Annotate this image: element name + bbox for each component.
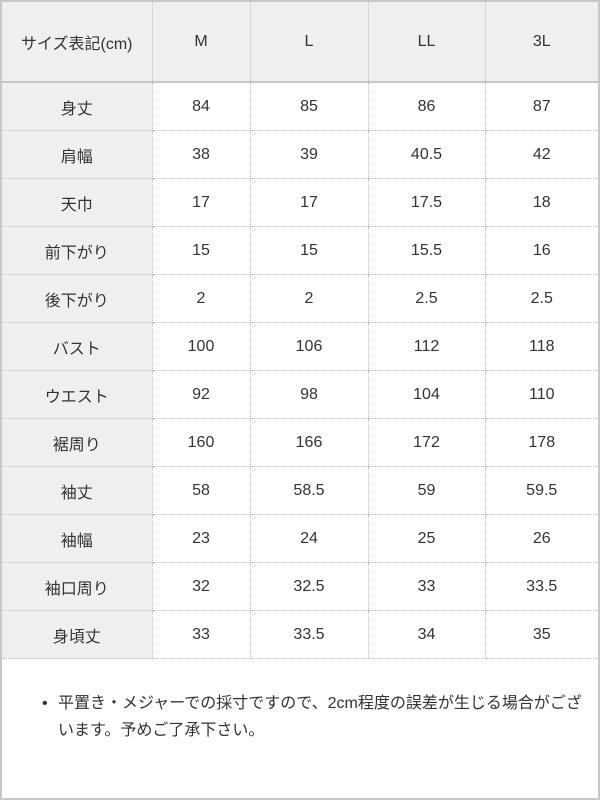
table-cell: 2 [249, 274, 369, 323]
header-size-3l: 3L [484, 2, 598, 83]
table-cell: 15.5 [367, 226, 486, 275]
table-cell: 16 [484, 226, 598, 275]
table-row: 身丈 84 85 86 87 [2, 81, 598, 131]
table-cell: 84 [151, 81, 251, 131]
table-cell: 17 [249, 178, 369, 227]
row-label: 袖幅 [2, 514, 153, 563]
header-size-l: L [249, 2, 369, 83]
row-label: 天巾 [2, 178, 153, 227]
table-cell: 58.5 [249, 466, 369, 515]
table-row: ウエスト 92 98 104 110 [2, 370, 598, 419]
row-label: 後下がり [2, 274, 153, 323]
bullet: • [42, 695, 48, 712]
table-cell: 118 [484, 322, 598, 371]
table-cell: 110 [484, 370, 598, 419]
row-label: ウエスト [2, 370, 153, 419]
table-cell: 34 [367, 610, 486, 659]
row-label: 身丈 [2, 81, 153, 131]
table-cell: 25 [367, 514, 486, 563]
table-cell: 23 [151, 514, 251, 563]
table-cell: 86 [367, 81, 486, 131]
table-cell: 35 [484, 610, 598, 659]
table-cell: 112 [367, 322, 486, 371]
table-cell: 104 [367, 370, 486, 419]
measurement-note: • 平置き・メジャーでの採寸ですので、2cm程度の誤差が生じる場合がございます。… [42, 690, 582, 744]
table-cell: 92 [151, 370, 251, 419]
table-cell: 33.5 [484, 562, 598, 611]
note-text: 平置き・メジャーでの採寸ですので、2cm程度の誤差が生じる場合がございます。予め… [58, 695, 582, 739]
row-label: 袖丈 [2, 466, 153, 515]
table-cell: 58 [151, 466, 251, 515]
table-row: 前下がり 15 15 15.5 16 [2, 226, 598, 275]
table-cell: 106 [249, 322, 369, 371]
row-label: バスト [2, 322, 153, 371]
table-cell: 166 [249, 418, 369, 467]
table-cell: 160 [151, 418, 251, 467]
table-cell: 26 [484, 514, 598, 563]
table-cell: 15 [151, 226, 251, 275]
row-label: 肩幅 [2, 130, 153, 179]
header-size-m: M [151, 2, 251, 83]
row-label: 身頃丈 [2, 610, 153, 659]
table-row: 裾周り 160 166 172 178 [2, 418, 598, 467]
table-cell: 87 [484, 81, 598, 131]
table-cell: 98 [249, 370, 369, 419]
table-cell: 33 [151, 610, 251, 659]
table-row: 袖口周り 32 32.5 33 33.5 [2, 562, 598, 611]
table-cell: 42 [484, 130, 598, 179]
table-cell: 32.5 [249, 562, 369, 611]
table-row: バスト 100 106 112 118 [2, 322, 598, 371]
table-cell: 15 [249, 226, 369, 275]
table-row: 袖幅 23 24 25 26 [2, 514, 598, 563]
header-size-label: サイズ表記(cm) [2, 2, 153, 83]
table-cell: 85 [249, 81, 369, 131]
table-cell: 17.5 [367, 178, 486, 227]
table-cell: 39 [249, 130, 369, 179]
table-row: 天巾 17 17 17.5 18 [2, 178, 598, 227]
table-cell: 178 [484, 418, 598, 467]
table-cell: 32 [151, 562, 251, 611]
table-cell: 100 [151, 322, 251, 371]
table-row: 袖丈 58 58.5 59 59.5 [2, 466, 598, 515]
table-row: 肩幅 38 39 40.5 42 [2, 130, 598, 179]
table-cell: 2.5 [367, 274, 486, 323]
header-size-ll: LL [367, 2, 486, 83]
row-label: 前下がり [2, 226, 153, 275]
row-label: 裾周り [2, 418, 153, 467]
table-cell: 38 [151, 130, 251, 179]
table-cell: 40.5 [367, 130, 486, 179]
table-cell: 17 [151, 178, 251, 227]
size-table: サイズ表記(cm) M L LL 3L 身丈 84 85 86 87 肩幅 38 39 40.5… [2, 2, 598, 659]
table-cell: 2.5 [484, 274, 598, 323]
table-row: 身頃丈 33 33.5 34 35 [2, 610, 598, 659]
table-cell: 33 [367, 562, 486, 611]
table-cell: 172 [367, 418, 486, 467]
table-cell: 18 [484, 178, 598, 227]
table-cell: 59 [367, 466, 486, 515]
header-row: サイズ表記(cm) M L LL 3L [2, 2, 598, 83]
table-cell: 2 [151, 274, 251, 323]
table-cell: 33.5 [249, 610, 369, 659]
table-cell: 24 [249, 514, 369, 563]
table-row: 後下がり 2 2 2.5 2.5 [2, 274, 598, 323]
table-cell: 59.5 [484, 466, 598, 515]
row-label: 袖口周り [2, 562, 153, 611]
